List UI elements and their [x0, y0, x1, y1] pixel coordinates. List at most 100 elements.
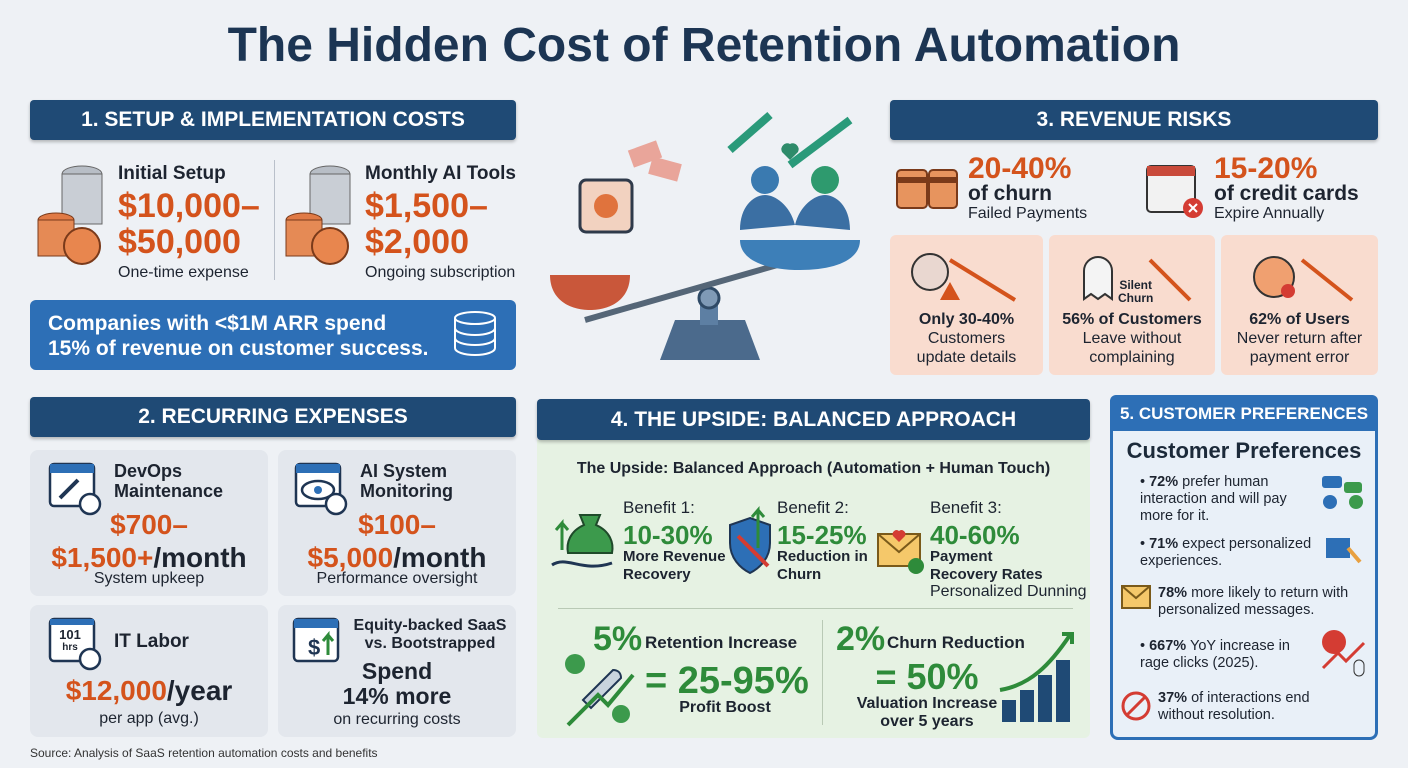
preference-text: expect personalized experiences. — [1140, 536, 1312, 569]
preference-item: • 72% prefer human interaction and will … — [1140, 474, 1315, 525]
risk-card-text: 56% of Customers Leave without complainin… — [1049, 310, 1215, 367]
expense-label: AI System Monitoring — [360, 461, 453, 501]
icon-shape — [1300, 258, 1354, 302]
icon-shape — [1125, 695, 1147, 717]
icon-shape — [740, 195, 850, 230]
icon-shape — [627, 140, 663, 168]
callout-line: 15% of revenue on customer success. — [48, 337, 429, 360]
preference-text: YoY increase in rage clicks (2025). — [1140, 638, 1290, 671]
icon-shape — [940, 282, 960, 300]
text-line: update details — [916, 349, 1017, 366]
preference-item: • 667% YoY increase in rage clicks (2025… — [1140, 638, 1315, 672]
icon-shape — [566, 514, 614, 554]
icon-shape — [1188, 203, 1198, 213]
text-line: Recovery — [623, 566, 691, 583]
risk-note: Expire Annually — [1214, 205, 1325, 222]
text-line: payment error — [1249, 349, 1350, 366]
risk-label: of credit cards — [1214, 182, 1359, 205]
impact-result-label: Valuation Increase over 5 years — [842, 695, 1012, 731]
label-line: DevOps — [114, 461, 183, 481]
expense-amount: Spend 14% more — [278, 659, 516, 709]
icon-shape — [1147, 166, 1195, 176]
benefit-text: Reduction in Churn — [777, 548, 868, 584]
section-heading: 5. CUSTOMER PREFERENCES — [1110, 395, 1378, 431]
text-line: Leave without — [1082, 330, 1182, 347]
icon-shape — [300, 479, 336, 501]
icon-shape: $ — [308, 635, 320, 660]
sad-face-icon — [1253, 256, 1354, 302]
icon-shape — [1038, 675, 1052, 722]
icon-shape — [877, 533, 921, 554]
preference-stat: 78% — [1158, 585, 1188, 601]
coins-icon — [285, 165, 351, 265]
icon-shape — [660, 320, 760, 360]
label-line: vs. Bootstrapped — [364, 635, 496, 652]
risk-label: of churn — [968, 182, 1052, 205]
amount-line: $1,500– — [365, 187, 488, 225]
icon-shape — [309, 173, 351, 225]
icon-shape — [314, 486, 322, 494]
icon-shape — [565, 654, 585, 674]
icon-line: 101 — [59, 627, 81, 642]
amount-line: $50,000 — [118, 223, 241, 261]
section-heading: 1. SETUP & IMPLEMENTATION COSTS — [30, 100, 516, 140]
preference-stat: 72% — [1149, 474, 1179, 490]
divider — [822, 620, 823, 725]
amount-line: $100– — [358, 509, 436, 540]
preference-item: • 71% expect personalized experiences. — [1140, 536, 1335, 570]
amount-line: 14% more — [342, 683, 452, 709]
icon-shape — [612, 705, 630, 723]
dollar-calendar-icon: $ — [292, 617, 340, 663]
icon-text: 101 hrs — [52, 628, 88, 654]
icon-shape — [1353, 659, 1365, 677]
cost-amount: $1,500– $2,000 — [365, 188, 488, 260]
icon-shape — [781, 143, 799, 160]
wrench-calendar-icon — [48, 462, 102, 516]
impact-label: Retention Increase — [645, 633, 798, 652]
text-line: Never return after — [1236, 330, 1363, 347]
risk-note: Failed Payments — [968, 205, 1088, 222]
amount-line: $12,000 — [65, 675, 167, 706]
section-heading: 3. REVENUE RISKS — [890, 100, 1378, 140]
icon-shape — [648, 156, 682, 182]
amount-line: $5,000 — [307, 542, 394, 573]
icon-shape — [948, 258, 1017, 302]
icon-shape — [1322, 630, 1346, 654]
icon-shape — [324, 492, 348, 516]
envelope-icon — [877, 530, 924, 574]
shield-icon — [729, 505, 771, 575]
icon-shape — [1323, 495, 1337, 509]
preference-stat: 71% — [1149, 536, 1179, 552]
expense-label: DevOps Maintenance — [114, 461, 223, 501]
callout-line: Companies with <$1M ARR spend — [48, 312, 387, 335]
upside-subtitle: The Upside: Balanced Approach (Automatio… — [576, 460, 1051, 477]
icon-line: hrs — [62, 642, 78, 653]
scale-illustration — [550, 111, 860, 360]
text-line: Payment — [930, 548, 993, 565]
icon-shape — [1083, 256, 1113, 301]
icon-shape — [896, 169, 928, 209]
risk-value: 15-20% — [1214, 152, 1318, 185]
icon-shape — [63, 227, 101, 265]
icon-shape — [1148, 258, 1192, 302]
icon-shape — [551, 560, 613, 568]
preferences-title: Customer Preferences — [1126, 438, 1362, 463]
benefit-value: 15-25% — [777, 520, 867, 550]
preference-item: 37% of interactions end without resoluti… — [1158, 690, 1358, 724]
text-line: complaining — [1089, 349, 1175, 366]
risk-card — [1049, 235, 1215, 375]
label-line: AI System — [360, 461, 448, 481]
divider — [558, 608, 1073, 609]
risk-card — [1221, 235, 1378, 375]
icon-shape — [750, 505, 766, 548]
growth-chart-icon — [999, 632, 1074, 722]
icon-shape — [554, 518, 570, 550]
cost-label: Initial Setup — [118, 163, 226, 184]
icon-shape — [1121, 585, 1151, 600]
expense-label: Equity-backed SaaS vs. Bootstrapped — [350, 617, 510, 653]
icon-shape — [321, 630, 335, 655]
icon-shape — [892, 530, 906, 542]
bullet: • — [1140, 474, 1150, 490]
icon-shape — [811, 166, 839, 194]
